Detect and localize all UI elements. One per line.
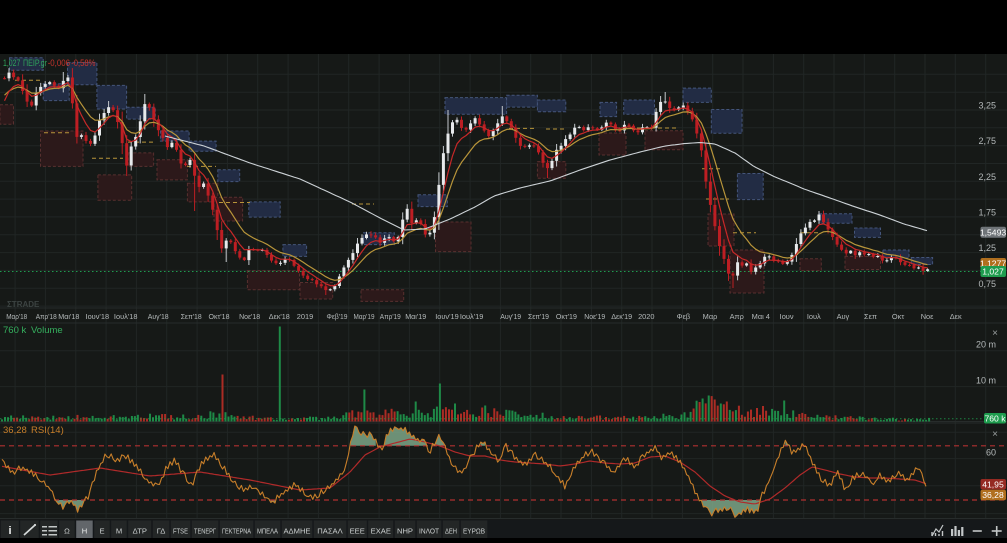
svg-text:Ιουλ'19: Ιουλ'19 xyxy=(460,312,484,321)
svg-text:Νοε'18: Νοε'18 xyxy=(239,312,260,321)
svg-text:1,027: 1,027 xyxy=(982,267,1004,277)
svg-text:-0,58%: -0,58% xyxy=(71,58,95,68)
svg-text:×: × xyxy=(992,429,998,440)
svg-text:ΑΔΜΗΕ: ΑΔΜΗΕ xyxy=(283,527,310,536)
svg-text:760 k: 760 k xyxy=(3,325,26,336)
svg-text:Αυγ: Αυγ xyxy=(837,312,850,321)
svg-text:Μαρ: Μαρ xyxy=(703,312,718,321)
svg-text:10 m: 10 m xyxy=(976,376,996,386)
svg-text:ΜΠΕΛΑ: ΜΠΕΛΑ xyxy=(257,527,279,536)
svg-text:ΓΕΚΤΕΡΝΑ: ΓΕΚΤΕΡΝΑ xyxy=(222,527,252,536)
svg-text:Μαρ'18: Μαρ'18 xyxy=(6,312,27,321)
svg-text:Μ: Μ xyxy=(116,527,122,536)
svg-text:FTSE: FTSE xyxy=(173,527,188,536)
svg-text:2020: 2020 xyxy=(638,312,654,321)
svg-text:Οκτ'19: Οκτ'19 xyxy=(556,312,577,321)
svg-text:Σεπ'19: Σεπ'19 xyxy=(528,312,549,321)
svg-text:Φεβ'19: Φεβ'19 xyxy=(327,312,348,321)
svg-text:Οκτ: Οκτ xyxy=(892,312,904,321)
svg-text:Μαρ'19: Μαρ'19 xyxy=(354,312,375,321)
svg-text:Νοε'19: Νοε'19 xyxy=(584,312,605,321)
svg-text:ΕΥΡΩΒ: ΕΥΡΩΒ xyxy=(463,527,485,536)
svg-text:41,95: 41,95 xyxy=(982,479,1004,489)
svg-text:2,75: 2,75 xyxy=(978,136,996,146)
svg-text:1,25: 1,25 xyxy=(978,243,996,253)
svg-text:Ιουλ'18: Ιουλ'18 xyxy=(114,312,138,321)
svg-text:Φεβ: Φεβ xyxy=(677,312,690,321)
svg-text:Απρ'18: Απρ'18 xyxy=(36,312,57,321)
svg-text:36,28: 36,28 xyxy=(3,425,27,436)
svg-text:Ιουλ: Ιουλ xyxy=(807,312,821,321)
svg-text:Ω: Ω xyxy=(64,527,70,536)
svg-text:ΤΕΝΕΡΓ: ΤΕΝΕΡΓ xyxy=(194,527,216,536)
svg-text:Απρ: Απρ xyxy=(730,312,744,321)
svg-text:ΝΗΡ: ΝΗΡ xyxy=(397,527,413,536)
svg-text:Νοε: Νοε xyxy=(921,312,934,321)
svg-text:i: i xyxy=(8,525,11,537)
svg-text:Volume: Volume xyxy=(31,325,63,336)
svg-text:Μαι'19: Μαι'19 xyxy=(405,312,426,321)
svg-text:ΕΕΕ: ΕΕΕ xyxy=(350,527,365,536)
svg-text:ΠΕΙΡ.gr: ΠΕΙΡ.gr xyxy=(23,58,47,68)
svg-text:ΣTRADE: ΣTRADE xyxy=(7,300,40,309)
svg-text:Η: Η xyxy=(82,527,87,536)
svg-text:ΔΤΡ: ΔΤΡ xyxy=(133,527,147,536)
svg-text:ΙΝΛΟΤ: ΙΝΛΟΤ xyxy=(419,527,439,536)
svg-text:Οκτ'18: Οκτ'18 xyxy=(209,312,230,321)
svg-text:2019: 2019 xyxy=(297,312,313,321)
svg-text:0,75: 0,75 xyxy=(978,279,996,289)
svg-text:1,1277: 1,1277 xyxy=(980,259,1007,269)
svg-text:-0,006: -0,006 xyxy=(48,58,70,68)
svg-text:Αυγ'18: Αυγ'18 xyxy=(148,312,169,321)
svg-text:Μαι'18: Μαι'18 xyxy=(58,312,79,321)
svg-text:Μαι 4: Μαι 4 xyxy=(752,312,770,321)
svg-text:20 m: 20 m xyxy=(976,340,996,350)
svg-text:Ε: Ε xyxy=(99,527,104,536)
svg-text:60: 60 xyxy=(986,448,996,458)
svg-text:Ιουν'18: Ιουν'18 xyxy=(86,312,110,321)
svg-text:ΔΕΗ: ΔΕΗ xyxy=(445,527,457,536)
svg-text:760 k: 760 k xyxy=(984,413,1006,423)
svg-text:3,25: 3,25 xyxy=(978,101,996,111)
svg-text:RSI(14): RSI(14) xyxy=(31,425,64,436)
svg-text:ΓΔ: ΓΔ xyxy=(157,527,166,536)
svg-text:Δεκ'19: Δεκ'19 xyxy=(611,312,632,321)
svg-text:ΕΧΑΕ: ΕΧΑΕ xyxy=(371,527,391,536)
svg-text:1,5493: 1,5493 xyxy=(980,227,1007,237)
svg-text:1,027: 1,027 xyxy=(3,58,20,68)
svg-text:Ιουν: Ιουν xyxy=(780,312,794,321)
svg-text:Αυγ'19: Αυγ'19 xyxy=(500,312,521,321)
svg-text:36,28: 36,28 xyxy=(982,490,1004,500)
svg-text:Σεπ'18: Σεπ'18 xyxy=(181,312,202,321)
svg-text:2,25: 2,25 xyxy=(978,172,996,182)
svg-text:×: × xyxy=(992,328,998,339)
svg-text:Ιουν'19: Ιουν'19 xyxy=(435,312,459,321)
svg-text:Δεκ'18: Δεκ'18 xyxy=(269,312,290,321)
svg-text:Δεκ: Δεκ xyxy=(950,312,962,321)
svg-text:Απρ'19: Απρ'19 xyxy=(380,312,401,321)
svg-text:ΠΑΣΑΛ: ΠΑΣΑΛ xyxy=(317,527,343,536)
svg-text:Σεπ: Σεπ xyxy=(864,312,877,321)
svg-text:1,75: 1,75 xyxy=(978,207,996,217)
